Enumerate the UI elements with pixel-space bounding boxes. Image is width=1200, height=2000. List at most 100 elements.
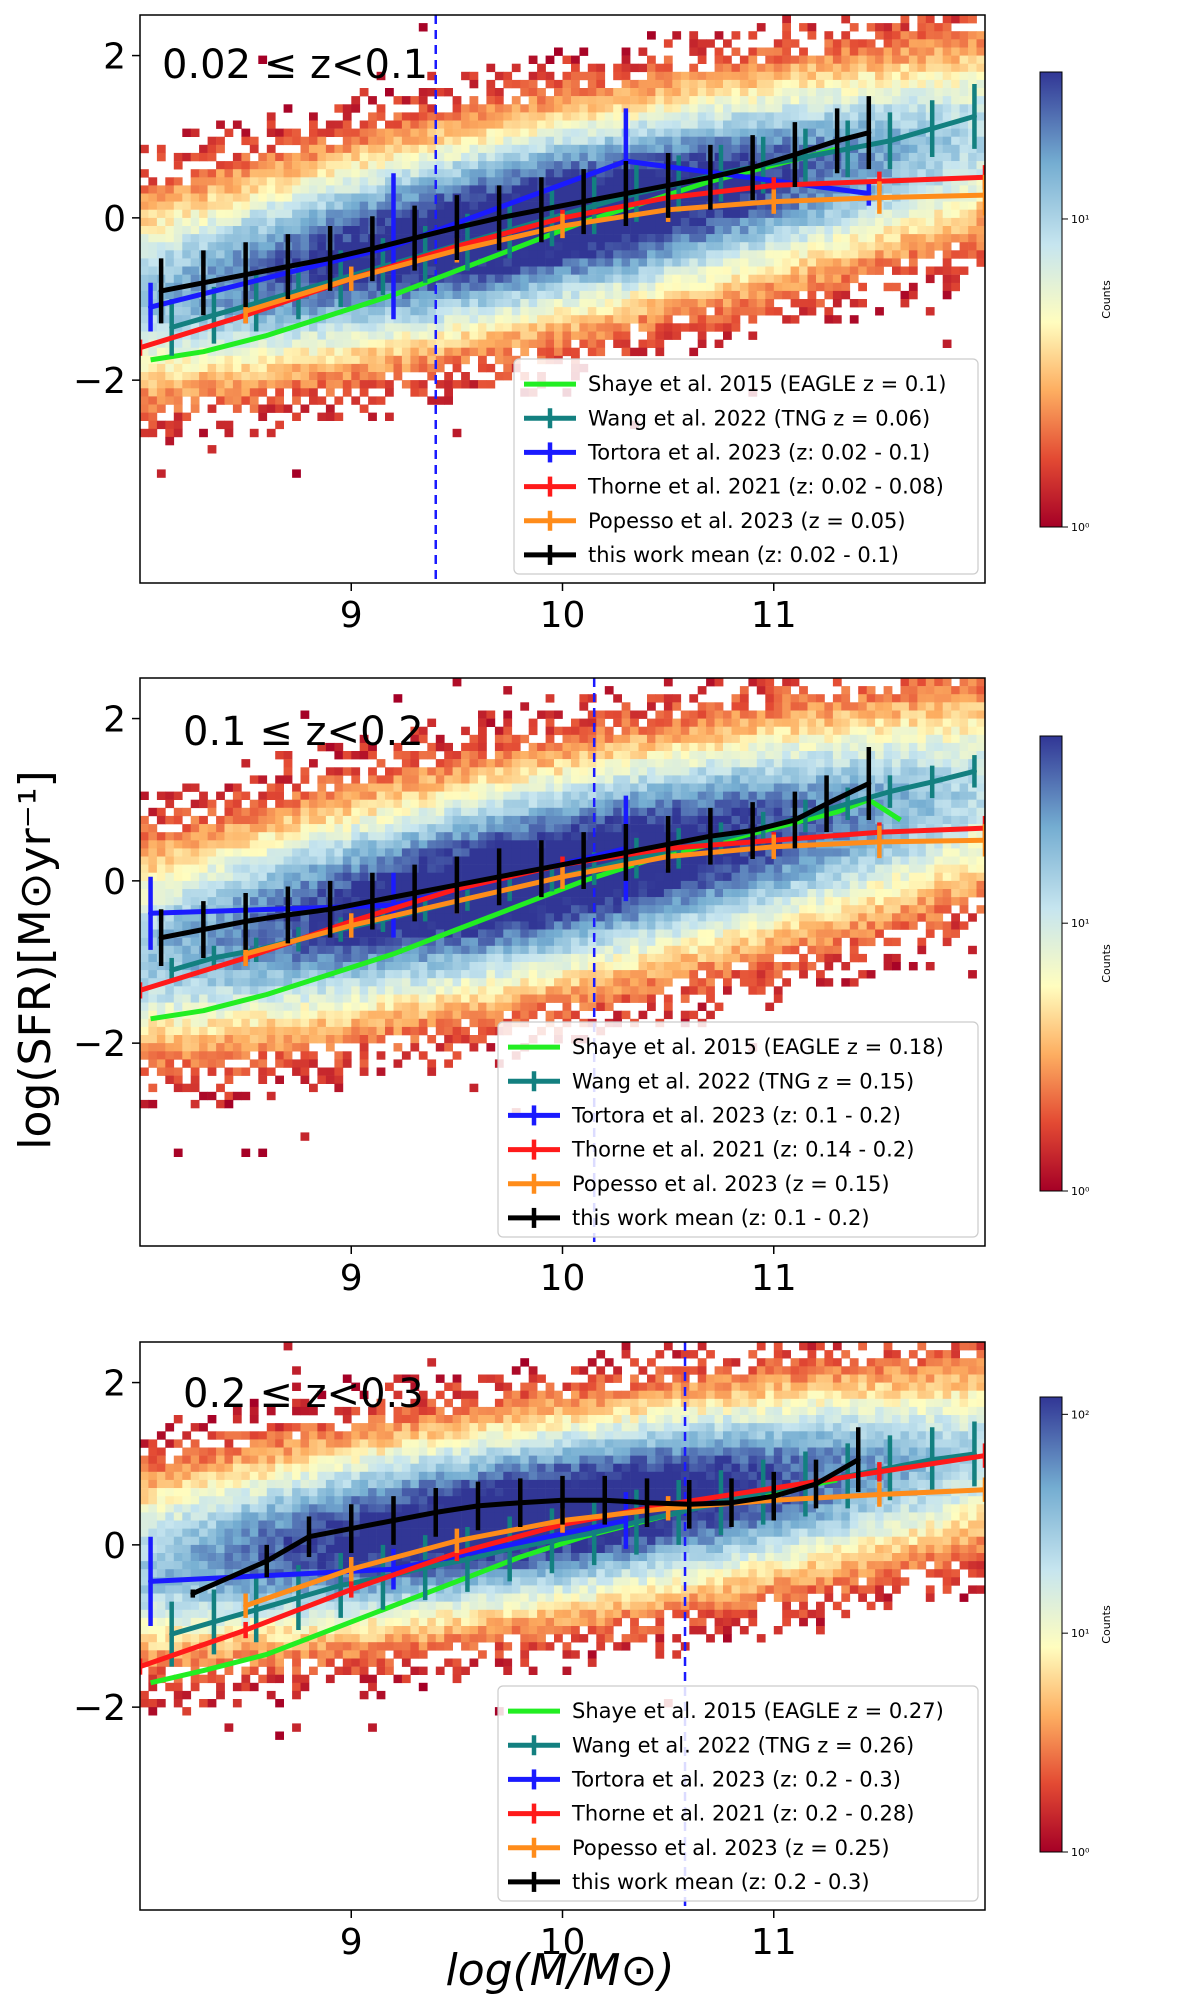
hist-cell	[232, 791, 242, 800]
hist-cell	[849, 274, 859, 284]
hist-cell	[241, 347, 251, 357]
hist-cell	[435, 921, 445, 930]
hist-cell	[368, 1035, 377, 1044]
hist-cell	[520, 112, 530, 121]
hist-cell	[528, 79, 538, 89]
hist-cell	[461, 152, 470, 162]
hist-cell	[249, 355, 259, 365]
hist-cell	[165, 880, 175, 890]
hist-cell	[309, 945, 318, 955]
hist-cell	[604, 226, 614, 235]
hist-cell	[418, 1002, 428, 1011]
hist-cell	[596, 128, 606, 137]
hist-cell	[934, 144, 944, 154]
hist-cell	[393, 791, 403, 800]
hist-cell	[334, 323, 344, 332]
hist-cell	[587, 79, 597, 89]
hist-cell	[689, 63, 699, 73]
hist-cell	[799, 242, 808, 251]
hist-cell	[292, 355, 301, 365]
hist-cell	[359, 242, 369, 251]
hist-cell	[317, 128, 327, 137]
hist-cell	[816, 274, 825, 284]
hist-cell	[663, 315, 673, 324]
hist-cell	[148, 1051, 158, 1060]
hist-cell	[571, 266, 580, 275]
hist-cell	[452, 945, 462, 955]
hist-cell	[207, 169, 217, 178]
hist-cell	[393, 339, 403, 348]
hist-cell	[528, 120, 538, 129]
hist-cell	[275, 848, 284, 857]
hist-cell	[325, 152, 335, 162]
hist-cell	[156, 420, 166, 430]
hist-cell	[486, 136, 496, 146]
hist-cell	[351, 258, 361, 267]
hist-cell	[342, 897, 352, 906]
hist-cell	[232, 209, 242, 219]
hist-cell	[942, 161, 952, 170]
hist-cell	[351, 905, 361, 914]
hist-cell	[444, 864, 453, 873]
hist-cell	[452, 799, 462, 809]
hist-cell	[596, 323, 606, 332]
hist-cell	[376, 144, 386, 154]
hist-cell	[630, 152, 639, 162]
hist-cell	[156, 994, 166, 1003]
hist-cell	[571, 307, 580, 316]
hist-cell	[351, 897, 361, 906]
hist-cell	[325, 767, 335, 776]
hist-cell	[782, 128, 791, 137]
hist-cell	[140, 937, 149, 947]
hist-cell	[562, 104, 572, 113]
hist-cell	[385, 209, 394, 219]
hist-cell	[207, 209, 217, 219]
hist-cell	[435, 136, 445, 146]
hist-cell	[418, 929, 428, 938]
hist-cell	[731, 63, 741, 73]
hist-cell	[655, 307, 665, 316]
hist-cell	[190, 953, 200, 963]
hist-cell	[292, 783, 301, 792]
hist-cell	[461, 807, 470, 817]
hist-cell	[444, 791, 453, 800]
hist-cell	[351, 217, 361, 227]
hist-cell	[638, 152, 648, 162]
data-point	[623, 191, 629, 197]
hist-cell	[401, 994, 411, 1003]
hist-cell	[925, 307, 935, 316]
hist-cell	[266, 937, 276, 947]
hist-cell	[917, 169, 927, 178]
hist-cell	[283, 347, 293, 357]
hist-cell	[309, 848, 318, 857]
hist-cell	[258, 209, 268, 219]
hist-cell	[292, 396, 301, 405]
hist-cell	[427, 104, 437, 113]
hist-cell	[249, 331, 259, 340]
hist-cell	[182, 1002, 192, 1011]
hist-cell	[875, 226, 884, 235]
hist-cell	[317, 937, 327, 947]
hist-cell	[596, 120, 606, 129]
hist-cell	[444, 152, 453, 162]
hist-cell	[427, 120, 437, 129]
hist-cell	[376, 994, 386, 1003]
hist-cell	[824, 63, 834, 73]
hist-cell	[156, 880, 166, 890]
data-point	[348, 276, 354, 282]
hist-cell	[300, 824, 310, 833]
hist-cell	[140, 169, 149, 178]
hist-cell	[782, 120, 791, 129]
hist-cell	[241, 363, 251, 373]
colorbar-tick-label: 10¹	[1071, 213, 1089, 226]
hist-cell	[232, 856, 242, 865]
hist-cell	[334, 937, 344, 947]
hist-cell	[452, 994, 462, 1003]
hist-cell	[689, 185, 699, 194]
hist-cell	[596, 266, 606, 275]
hist-cell	[816, 63, 825, 73]
hist-cell	[342, 815, 352, 825]
hist-cell	[292, 921, 301, 930]
hist-cell	[401, 1010, 411, 1020]
hist-cell	[216, 832, 225, 841]
